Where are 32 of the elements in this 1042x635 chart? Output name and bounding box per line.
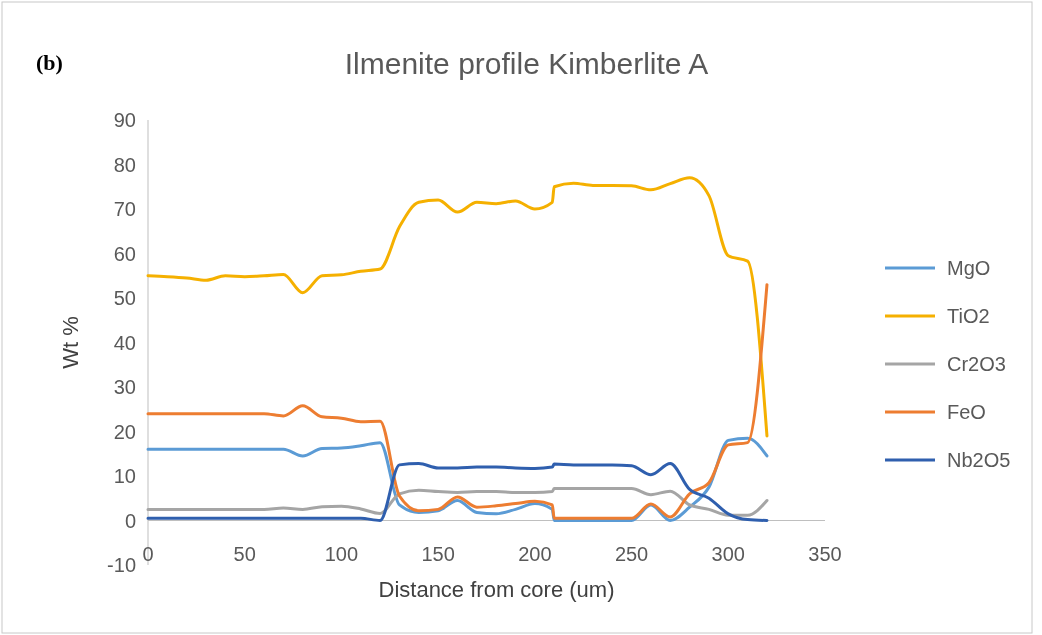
y-tick-label: 60 — [113, 242, 136, 265]
x-tick-label: 200 — [518, 543, 552, 565]
chart-title: Ilmenite profile Kimberlite A — [344, 47, 709, 80]
x-tick-label: 150 — [421, 543, 455, 565]
line-series — [146, 462, 769, 522]
line-series — [146, 283, 769, 520]
y-tick-label: 10 — [113, 465, 136, 487]
y-tick-label: 20 — [113, 420, 136, 443]
x-tick-label: 350 — [808, 543, 842, 565]
x-axis-title: Distance from core (um) — [378, 577, 615, 602]
x-tick-label: 0 — [142, 543, 154, 565]
legend-label: TiO2 — [947, 305, 990, 327]
y-tick-label: 40 — [113, 331, 136, 354]
line-series — [146, 176, 769, 438]
y-tick-label: -10 — [107, 554, 136, 576]
x-tick-label: 300 — [711, 543, 745, 565]
x-tick-label: 50 — [233, 543, 256, 565]
y-tick-label: 70 — [113, 198, 136, 220]
legend-label: FeO — [947, 401, 986, 423]
legend-label: Nb2O5 — [947, 449, 1011, 471]
y-axis-title: Wt % — [58, 316, 83, 369]
x-tick-label: 250 — [614, 543, 649, 565]
y-tick-label: 0 — [124, 509, 136, 532]
legend-label: MgO — [947, 257, 991, 279]
y-tick-label: 90 — [113, 109, 136, 131]
legend-label: Cr2O3 — [947, 353, 1006, 375]
y-tick-label: 50 — [113, 287, 136, 309]
y-tick-label: 80 — [113, 153, 136, 176]
x-tick-label: 100 — [324, 543, 359, 565]
text: (b) — [36, 50, 63, 75]
line-series — [146, 486, 769, 517]
y-tick-label: 30 — [113, 376, 136, 398]
